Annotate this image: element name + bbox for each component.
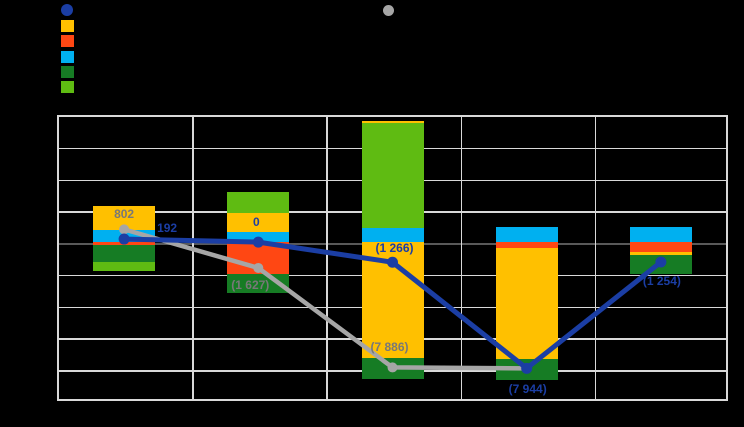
blue-series-label: (1 254) <box>642 274 681 289</box>
gray-series-label: (7 886) <box>370 340 409 355</box>
gold-series-icon <box>61 20 74 32</box>
blue-series-label: 192 <box>157 221 178 236</box>
blue-series-label: (7 944) <box>508 382 547 397</box>
darkgreen-series-icon <box>61 66 74 78</box>
lightgreen-series-icon <box>61 81 74 93</box>
bar1-segment-lightgreen <box>93 262 156 272</box>
grid-line-v <box>326 117 328 399</box>
bar3-segment-lightgreen <box>361 123 424 229</box>
blue-line-series-icon <box>61 4 73 16</box>
bar5-segment-lightblue <box>629 227 692 243</box>
lightblue-series-icon <box>61 51 74 63</box>
gray-series-label: 802 <box>114 207 135 222</box>
bar3-segment-lightblue <box>361 228 424 243</box>
bar2-segment-gold <box>227 213 290 232</box>
bar4-segment-gold <box>495 248 558 359</box>
bar2-segment-lightgreen <box>227 192 290 214</box>
grid-line-v <box>594 117 597 399</box>
grid-line-v <box>460 117 463 399</box>
blue-series-label: (1 266) <box>375 241 414 256</box>
bar3-segment-gold <box>361 121 424 124</box>
grid-line-v <box>192 117 194 399</box>
gray-series-label: (1 627) <box>231 277 270 292</box>
bar2-segment-red <box>227 242 290 275</box>
blue-series-label: 0 <box>252 215 260 230</box>
red-series-icon <box>61 35 74 47</box>
gray-line-series-icon <box>383 5 394 16</box>
bar1-segment-lightblue <box>93 230 156 243</box>
bar4-segment-lightblue <box>495 227 558 243</box>
bar1-segment-darkgreen <box>93 244 156 263</box>
bar5-segment-red <box>629 242 692 253</box>
bar2-segment-lightblue <box>227 231 290 243</box>
bar5-segment-darkgreen <box>629 254 692 274</box>
bar4-segment-darkgreen <box>495 358 558 380</box>
bar3-segment-darkgreen <box>361 358 424 380</box>
